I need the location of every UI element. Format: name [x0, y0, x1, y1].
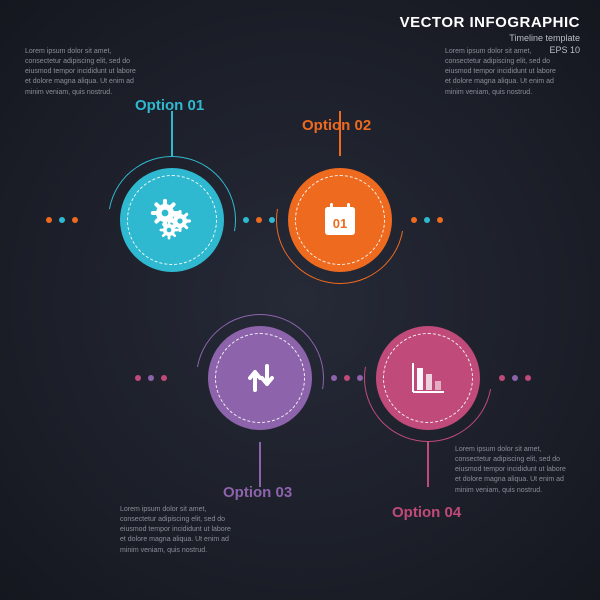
connector-dots-2	[243, 217, 275, 223]
dot	[437, 217, 443, 223]
arrows-icon	[238, 356, 282, 400]
dot	[525, 375, 531, 381]
connector-dots-1	[46, 217, 78, 223]
dot	[135, 375, 141, 381]
svg-text:01: 01	[333, 216, 347, 231]
option-stem-1	[171, 111, 173, 156]
header-title: VECTOR INFOGRAPHIC	[400, 14, 580, 31]
option-node-1	[120, 168, 224, 272]
dot	[344, 375, 350, 381]
dot	[243, 217, 249, 223]
option-label-2: Option 02	[302, 117, 371, 134]
option-lorem-3: Lorem ipsum dolor sit amet, consectetur …	[120, 505, 235, 556]
option-stem-4	[427, 442, 429, 487]
option-label-4: Option 04	[392, 504, 461, 521]
dot	[256, 217, 262, 223]
dot	[46, 217, 52, 223]
option-stem-3	[259, 442, 261, 487]
dot	[357, 375, 363, 381]
dot	[411, 217, 417, 223]
option-label-1: Option 01	[135, 97, 204, 114]
dot	[512, 375, 518, 381]
dot	[148, 375, 154, 381]
option-lorem-2: Lorem ipsum dolor sit amet, consectetur …	[445, 47, 560, 98]
dot	[72, 217, 78, 223]
option-lorem-1: Lorem ipsum dolor sit amet, consectetur …	[25, 47, 140, 98]
chart-icon	[404, 354, 452, 402]
connector-dots-6	[499, 375, 531, 381]
connector-dots-5	[331, 375, 363, 381]
connector-dots-3	[411, 217, 443, 223]
option-node-4	[376, 326, 480, 430]
dot	[161, 375, 167, 381]
option-node-2: 01	[288, 168, 392, 272]
dot	[59, 217, 65, 223]
gears-icon	[147, 195, 197, 245]
dot	[499, 375, 505, 381]
dot	[269, 217, 275, 223]
dot	[331, 375, 337, 381]
option-label-3: Option 03	[223, 484, 292, 501]
connector-dots-4	[135, 375, 167, 381]
option-node-3	[208, 326, 312, 430]
header-subtitle: Timeline template	[400, 33, 580, 43]
infographic-canvas: VECTOR INFOGRAPHIC Timeline template EPS…	[0, 0, 600, 600]
dot	[424, 217, 430, 223]
calendar-icon: 01	[317, 197, 363, 243]
option-lorem-4: Lorem ipsum dolor sit amet, consectetur …	[455, 445, 570, 496]
